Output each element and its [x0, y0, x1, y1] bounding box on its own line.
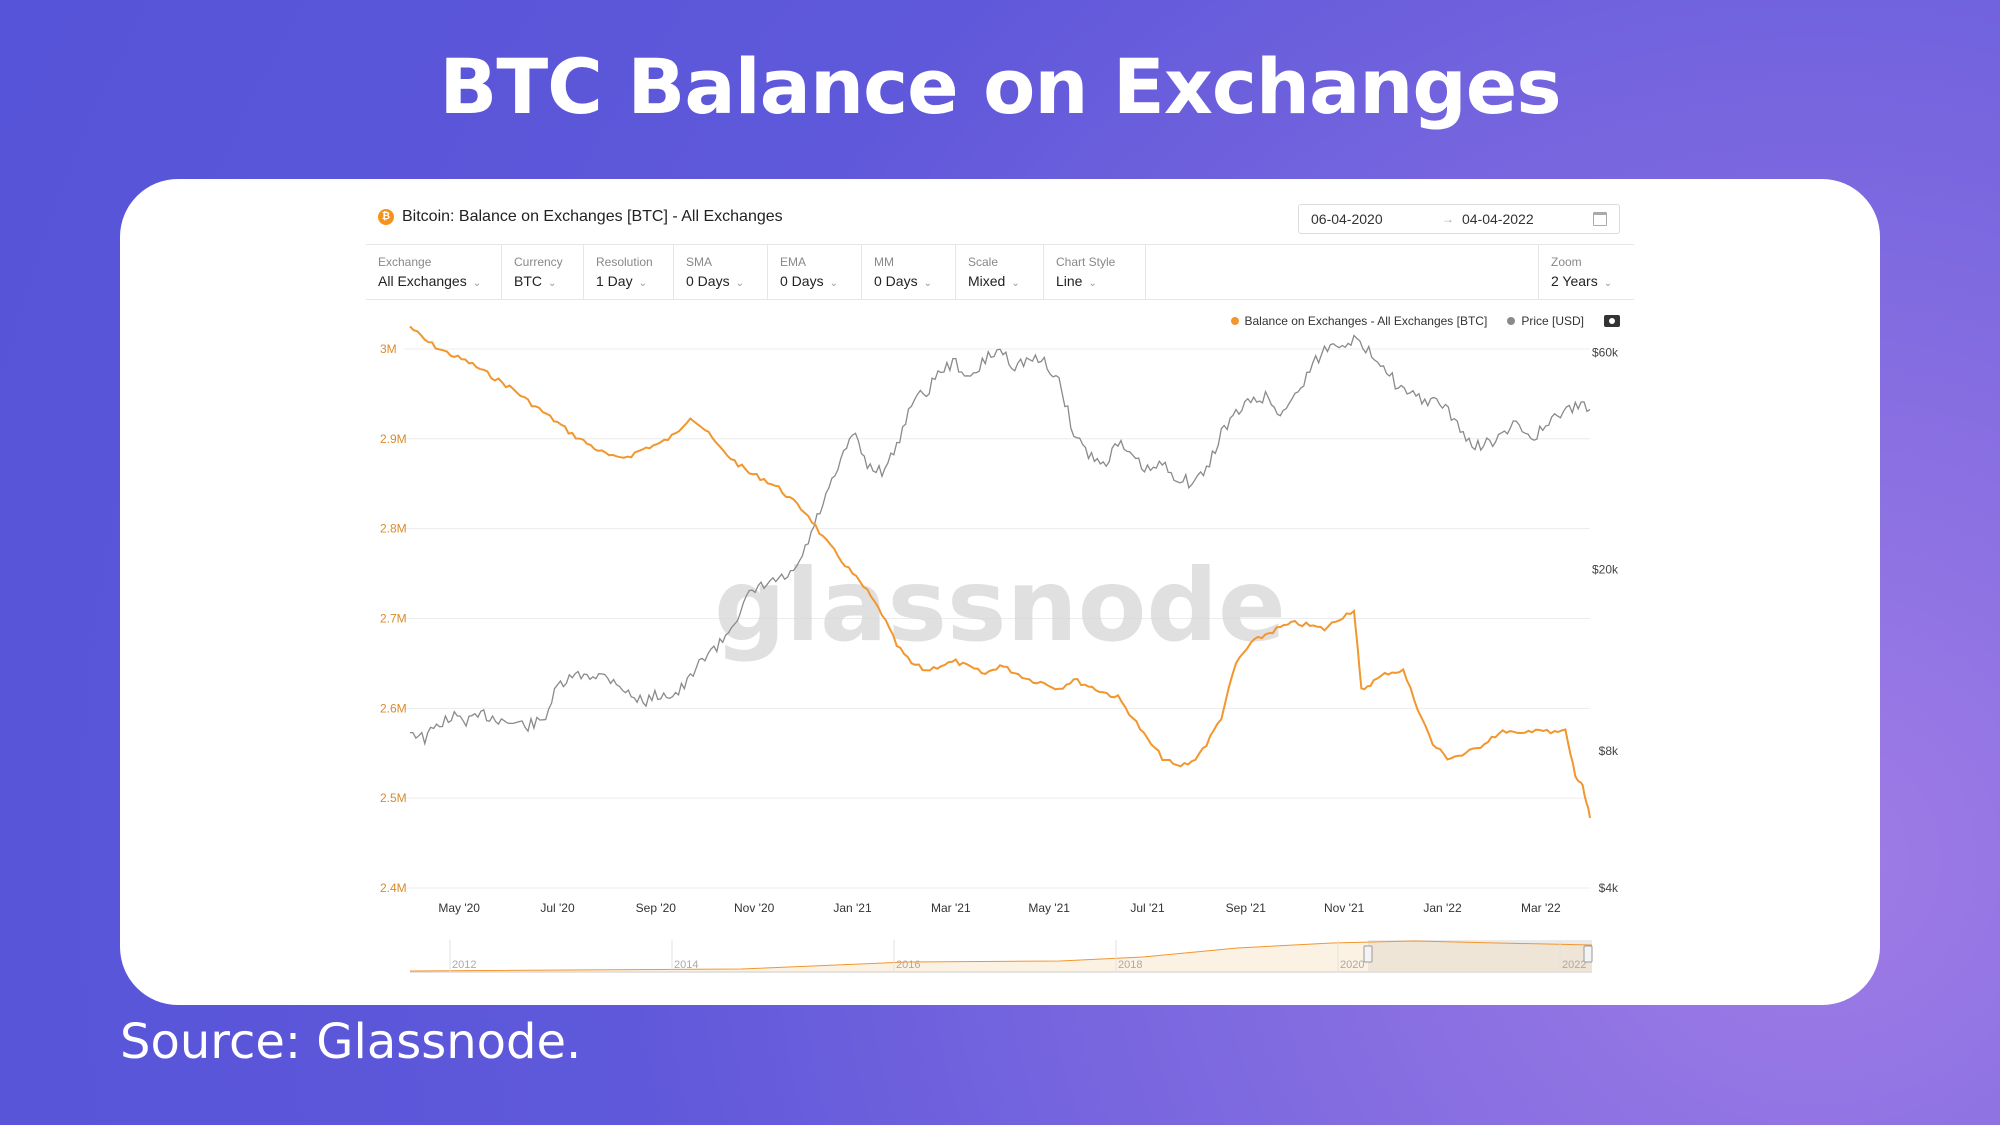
legend-label: Price [USD] [1521, 314, 1584, 328]
legend-label: Balance on Exchanges - All Exchanges [BT… [1244, 314, 1488, 328]
control-label: Chart Style [1056, 255, 1116, 269]
arrow-right-icon: → [1442, 212, 1454, 226]
bitcoin-icon: ₿ [378, 209, 394, 225]
chevron-down-icon: ⌄ [548, 278, 557, 289]
chevron-down-icon: ⌄ [923, 278, 932, 289]
chevron-down-icon: ⌄ [1603, 278, 1613, 289]
chart-card [120, 179, 1880, 1005]
control-label: Exchange [378, 255, 432, 269]
control-label: Zoom [1551, 255, 1582, 269]
control-label: Currency [514, 255, 563, 269]
chevron-down-icon: ⌄ [735, 278, 744, 289]
date-to[interactable]: 04-04-2022 [1462, 211, 1534, 227]
exchange-select[interactable]: Exchange All Exchanges ⌄ [366, 245, 502, 299]
date-from[interactable]: 06-04-2020 [1311, 211, 1383, 227]
control-label: Scale [968, 255, 999, 269]
chevron-down-icon: ⌄ [829, 278, 838, 289]
zoom-select[interactable]: Zoom 2 Years ⌄ [1538, 245, 1634, 299]
source-note: Source: Glassnode. [120, 1014, 582, 1070]
scale-select[interactable]: Scale Mixed ⌄ [956, 245, 1044, 299]
chart-legend: Balance on Exchanges - All Exchanges [BT… [1230, 314, 1620, 328]
sma-select[interactable]: SMA 0 Days ⌄ [674, 245, 768, 299]
legend-dot-icon [1230, 317, 1239, 325]
chevron-down-icon: ⌄ [1088, 278, 1097, 289]
chevron-down-icon: ⌄ [472, 278, 482, 289]
chart-toolbar: Exchange All Exchanges ⌄ Currency BTC ⌄ Re… [366, 244, 1634, 300]
resolution-select[interactable]: Resolution 1 Day ⌄ [584, 245, 674, 299]
control-label: SMA [686, 255, 713, 269]
control-value: 0 Days [686, 273, 730, 289]
control-label: EMA [780, 255, 807, 269]
mm-select[interactable]: MM 0 Days ⌄ [862, 245, 956, 299]
camera-icon[interactable] [1604, 315, 1620, 327]
slide-title: BTC Balance on Exchanges [439, 42, 1561, 131]
ema-select[interactable]: EMA 0 Days ⌄ [768, 245, 862, 299]
control-label: MM [874, 255, 894, 269]
legend-item-price[interactable]: Price [USD] [1507, 314, 1584, 328]
panel-title-text: Bitcoin: Balance on Exchanges [BTC] - Al… [402, 208, 783, 225]
control-value: 1 Day [596, 273, 633, 289]
control-value: BTC [514, 273, 542, 289]
legend-dot-icon [1507, 317, 1516, 325]
control-value: 2 Years [1551, 273, 1598, 289]
date-range-picker[interactable]: 06-04-2020 → 04-04-2022 [1298, 204, 1620, 234]
chevron-down-icon: ⌄ [638, 278, 647, 289]
control-value: All Exchanges [378, 273, 467, 289]
currency-select[interactable]: Currency BTC ⌄ [502, 245, 584, 299]
calendar-icon[interactable] [1593, 212, 1607, 226]
control-value: Line [1056, 273, 1083, 289]
control-value: 0 Days [874, 273, 918, 289]
chevron-down-icon: ⌄ [1011, 278, 1020, 289]
chart-style-select[interactable]: Chart Style Line ⌄ [1044, 245, 1146, 299]
panel-title: ₿ Bitcoin: Balance on Exchanges [BTC] - … [378, 208, 783, 226]
control-value: 0 Days [780, 273, 824, 289]
control-value: Mixed [968, 273, 1006, 289]
legend-item-balance[interactable]: Balance on Exchanges - All Exchanges [BT… [1230, 314, 1488, 328]
control-label: Resolution [596, 255, 653, 269]
